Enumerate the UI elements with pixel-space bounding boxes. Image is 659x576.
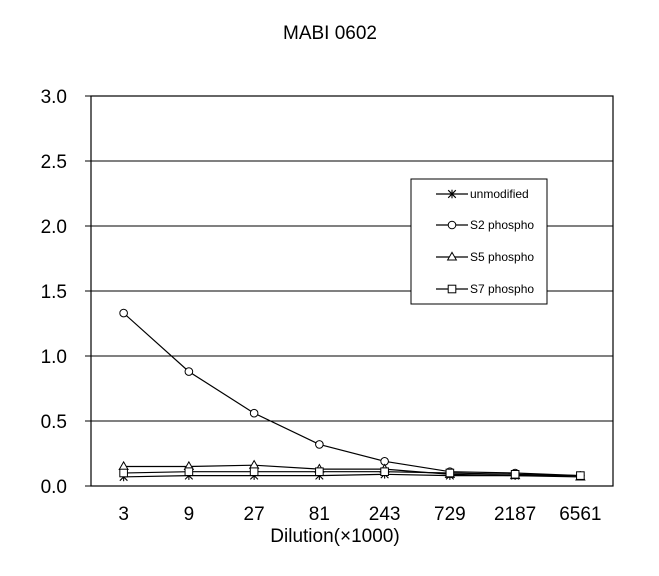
x-tick-label: 81	[309, 504, 330, 525]
x-axis-label: Dilution(×1000)	[270, 526, 399, 547]
x-tick-label: 729	[434, 504, 466, 525]
data-point	[380, 467, 389, 476]
data-point	[576, 471, 585, 480]
x-axis: 3 9 27 81 243 729 2187 6561	[118, 504, 601, 525]
data-point	[446, 251, 458, 261]
y-tick-label: 1.0	[41, 347, 67, 368]
data-point	[184, 467, 194, 476]
data-point	[445, 468, 455, 478]
y-tick-label: 0.5	[41, 412, 67, 433]
data-point	[315, 440, 324, 449]
data-point	[510, 470, 520, 479]
y-tick-label: 0.0	[41, 477, 67, 498]
y-tick-label: 1.5	[41, 282, 67, 303]
y-tick-label: 2.0	[41, 217, 67, 238]
legend-item: S7 phospho	[436, 282, 534, 296]
x-tick-label: 3	[118, 504, 129, 525]
x-tick-label: 243	[369, 504, 401, 525]
legend-label: S7 phospho	[470, 282, 534, 296]
x-tick-label: 6561	[559, 504, 601, 525]
data-point	[119, 468, 128, 478]
legend-box	[410, 178, 548, 305]
y-tick-label: 2.5	[41, 152, 67, 173]
legend-item: S2 phospho	[436, 218, 534, 232]
data-point	[447, 220, 457, 230]
series-line	[123, 312, 581, 477]
series-line	[123, 464, 581, 478]
x-tick-label: 27	[244, 504, 265, 525]
series-line	[123, 471, 581, 477]
data-point	[119, 308, 128, 318]
data-point	[249, 408, 259, 418]
data-point	[184, 367, 194, 376]
legend: unmodified S2 phospho S5 phospho S7 phospho	[410, 178, 548, 305]
legend-label: unmodified	[470, 187, 529, 201]
y-axis: 0.0 0.5 1.0 1.5 2.0 2.5 3.0	[41, 87, 91, 498]
x-tick-label: 2187	[494, 504, 536, 525]
x-tick-label: 9	[184, 504, 195, 525]
legend-label: S2 phospho	[470, 218, 534, 232]
series-group	[118, 308, 586, 482]
data-point	[249, 467, 259, 476]
chart-title: MABI 0602	[283, 23, 377, 44]
data-point	[315, 467, 324, 476]
data-point	[447, 189, 457, 199]
legend-item: unmodified	[436, 187, 529, 201]
series-s7-phospho	[119, 467, 585, 480]
legend-item: S5 phospho	[436, 250, 534, 264]
series-s2-phospho	[119, 308, 585, 480]
data-point	[447, 284, 457, 294]
data-point	[248, 459, 260, 469]
legend-label: S5 phospho	[470, 250, 534, 264]
y-tick-label: 3.0	[41, 87, 67, 108]
data-point	[118, 460, 129, 471]
